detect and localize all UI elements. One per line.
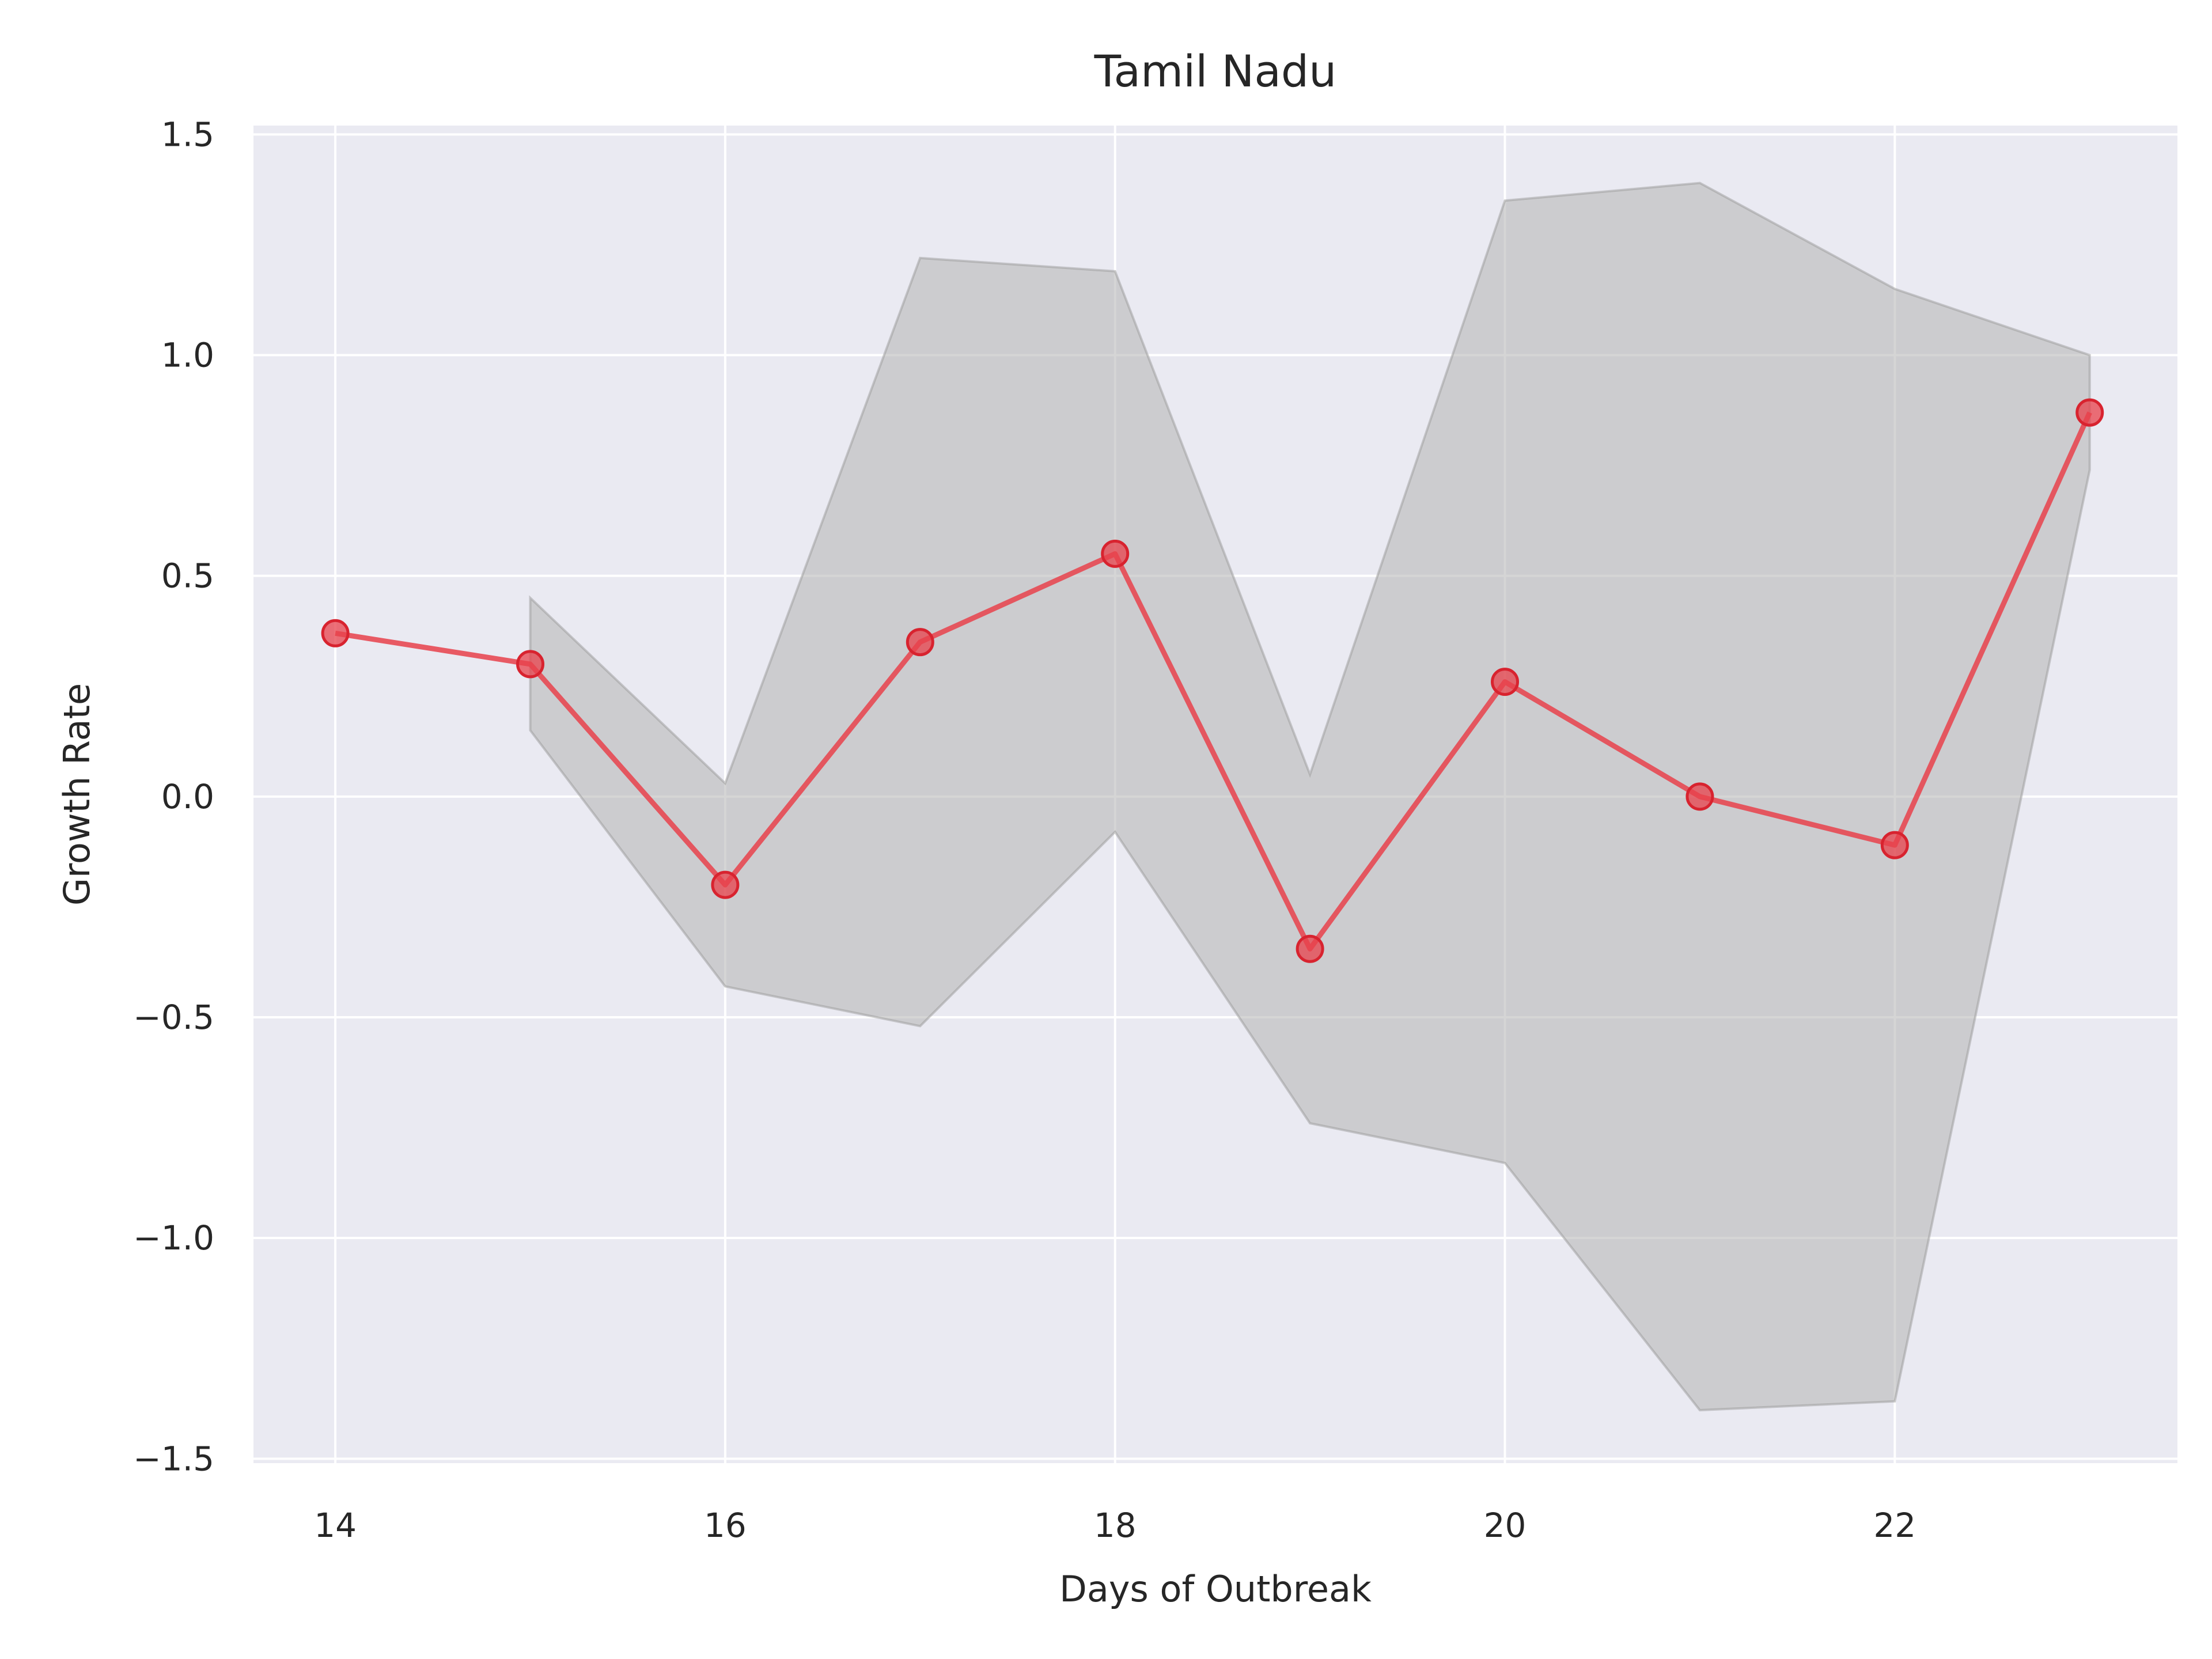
series-line — [335, 411, 2092, 952]
data-point — [1491, 668, 1520, 696]
y-tick-label: 1.5 — [161, 115, 214, 154]
x-tick-label: 22 — [1873, 1506, 1916, 1545]
x-tick-labels: 14 16 18 20 22 — [314, 1506, 1916, 1545]
x-tick-label: 18 — [1094, 1506, 1137, 1545]
x-tick-label: 14 — [314, 1506, 357, 1545]
data-point — [2075, 398, 2104, 427]
y-tick-labels: −1.5 −1.0 −0.5 0.0 0.5 1.0 1.5 — [133, 115, 214, 1478]
y-axis-label: Growth Rate — [56, 683, 98, 906]
y-tick-label: −1.5 — [133, 1439, 214, 1478]
x-axis-label: Days of Outbreak — [1059, 1568, 1372, 1610]
x-tick-label: 16 — [704, 1506, 747, 1545]
confidence-band — [529, 181, 2091, 1412]
y-tick-label: −1.0 — [133, 1218, 214, 1257]
data-point — [906, 628, 934, 657]
data-point — [516, 650, 545, 679]
confidence-band-group — [529, 181, 2091, 1412]
data-point — [1880, 831, 1909, 859]
y-tick-label: 0.0 — [161, 777, 214, 816]
data-point — [1101, 539, 1130, 568]
y-tick-label: 0.5 — [161, 556, 214, 596]
data-point — [711, 870, 740, 899]
data-point — [1296, 934, 1324, 963]
chart-title: Tamil Nadu — [1094, 46, 1337, 97]
data-point — [321, 619, 350, 647]
y-tick-label: 1.0 — [161, 335, 214, 374]
y-tick-label: −0.5 — [133, 998, 214, 1037]
data-point — [1685, 782, 1714, 811]
series-group — [321, 398, 2104, 963]
x-tick-label: 20 — [1484, 1506, 1527, 1545]
